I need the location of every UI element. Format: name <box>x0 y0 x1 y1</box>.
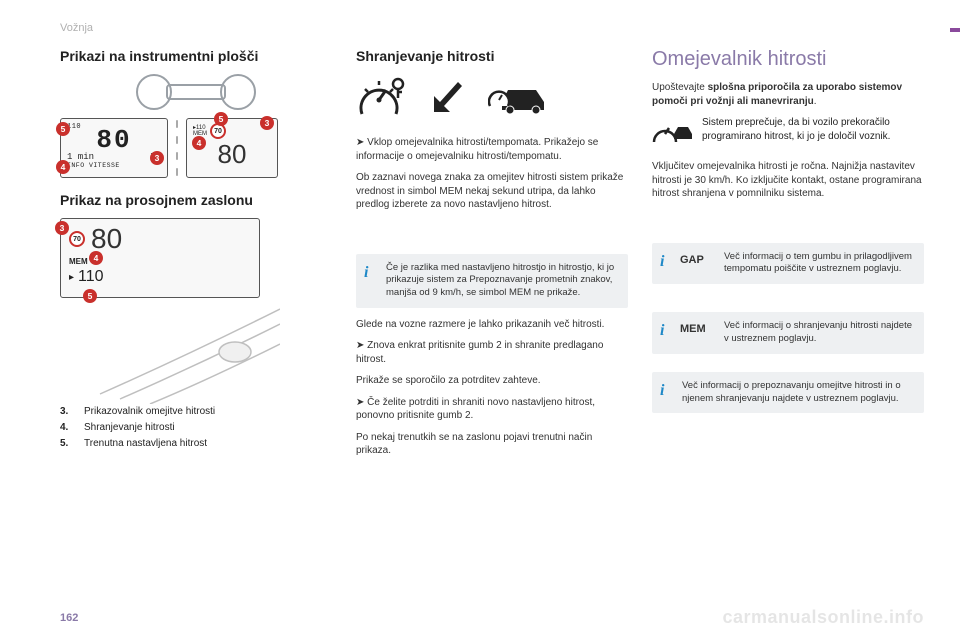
col2-p1: ➤ Vklop omejevalnika hitrosti/tempomata.… <box>356 136 628 163</box>
callout-5: 5 <box>56 122 70 136</box>
callout-5b: 5 <box>214 112 228 126</box>
col-1: Prikazi na instrumentni plošči 110 80 1 … <box>60 48 332 466</box>
info-box-mem-diff: i Če je razlika med nastavljeno hitrostj… <box>356 254 628 308</box>
legend: 3. Prikazovalnik omejitve hitrosti 4. Sh… <box>60 404 332 452</box>
legend-row-4: 4. Shranjevanje hitrosti <box>60 420 332 436</box>
col-3: Omejevalnik hitrosti Upoštevajte splošna… <box>652 48 924 466</box>
legend-row-3: 3. Prikazovalnik omejitve hitrosti <box>60 404 332 420</box>
car-speedometer-icon <box>488 76 550 120</box>
info-icon: i <box>364 262 368 284</box>
lcd-separator <box>176 118 178 178</box>
hud-panel: 70 80 MEM ▸ 110 3 4 5 <box>60 218 260 298</box>
hud-callout-4: 4 <box>89 251 103 265</box>
col1-heading-1: Prikazi na instrumentni plošči <box>60 48 332 64</box>
speedometer-key-icon <box>356 74 408 122</box>
icons-row <box>356 74 628 122</box>
legend-num: 4. <box>60 420 74 436</box>
legend-num: 3. <box>60 404 74 420</box>
info-box-gap: i GAP Več informacij o tem gumbu in pril… <box>652 243 924 285</box>
lcd-left-panel: 110 80 1 min 70 INFO VITESSE <box>60 118 168 178</box>
hud-mem: MEM <box>69 257 88 266</box>
arrow-down-icon <box>430 78 466 118</box>
cluster-silhouette-figure <box>60 74 332 112</box>
legend-num: 5. <box>60 436 74 452</box>
mem-text: Več informacij o shranjevanju hitrosti n… <box>724 320 912 344</box>
info-box-recognition: i Več informacij o prepoznavanju omejitv… <box>652 372 924 414</box>
col2-p3: Glede na vozne razmere je lahko prikazan… <box>356 318 628 332</box>
legend-text: Prikazovalnik omejitve hitrosti <box>84 404 215 420</box>
car-limit-icon <box>652 116 692 150</box>
col1-heading-2: Prikaz na prosojnem zaslonu <box>60 192 332 208</box>
legend-text: Trenutna nastavljena hitrost <box>84 436 207 452</box>
callout-3b: 3 <box>260 116 274 130</box>
columns: Prikazi na instrumentni plošči 110 80 1 … <box>60 48 924 466</box>
prevent-text: Sistem preprečuje, da bi vozilo prekorač… <box>702 116 924 143</box>
col3-heading: Omejevalnik hitrosti <box>652 48 924 71</box>
info-box-mem: i MEM Več informacij o shranjevanju hitr… <box>652 312 924 354</box>
info-text: Če je razlika med nastavljeno hitrostjo … <box>386 262 614 299</box>
callout-4: 4 <box>56 160 70 174</box>
hud-sign-icon: 70 <box>69 231 85 247</box>
lcd-left-big: 80 <box>67 129 161 152</box>
breadcrumb: Vožnja <box>60 22 924 34</box>
info-icon: i <box>660 251 664 273</box>
col2-p7: Po nekaj trenutkih se na zaslonu pojavi … <box>356 431 628 458</box>
info-icon: i <box>660 380 664 402</box>
watermark: carmanualsonline.info <box>722 607 924 628</box>
col3-p1: Upoštevajte splošna priporočila za upora… <box>652 81 924 108</box>
mem-tag: MEM <box>680 322 706 337</box>
lcd-left-mid-l: 1 min <box>67 152 94 162</box>
legend-text: Shranjevanje hitrosti <box>84 420 175 436</box>
col2-p4: ➤ Znova enkrat pritisnite gumb 2 in shra… <box>356 339 628 366</box>
page-accent <box>950 28 960 32</box>
lcd-left-bottom: INFO VITESSE <box>67 162 161 169</box>
callout-4b: 4 <box>192 136 206 150</box>
prevent-row: Sistem preprečuje, da bi vozilo prekorač… <box>652 116 924 150</box>
hud-callout-5: 5 <box>83 289 97 303</box>
col-2: Shranjevanje hitrosti <box>356 48 628 466</box>
gap-tag: GAP <box>680 253 704 268</box>
info3-text: Več informacij o prepoznavanju omejitve … <box>682 380 901 404</box>
legend-row-5: 5. Trenutna nastavljena hitrost <box>60 436 332 452</box>
page-number: 162 <box>60 612 78 624</box>
col2-heading: Shranjevanje hitrosti <box>356 48 628 64</box>
gap-text: Več informacij o tem gumbu in prilagodlj… <box>724 251 912 275</box>
hud-callout-3: 3 <box>55 221 69 235</box>
col2-p6: ➤ Če želite potrditi in shraniti novo na… <box>356 396 628 423</box>
hud-speed: 110 <box>78 268 104 286</box>
col2-p2: Ob zaznavi novega znaka za omejitev hitr… <box>356 171 628 212</box>
callout-3: 3 <box>150 151 164 165</box>
col3-p2: Vključitev omejevalnika hitrosti je ročn… <box>652 160 924 201</box>
steering-wheel-figure <box>60 304 332 404</box>
info-icon: i <box>660 320 664 342</box>
col2-p5: Prikaže se sporočilo za potrditev zahtev… <box>356 374 628 388</box>
dual-lcd-figure: 110 80 1 min 70 INFO VITESSE ▸110MEM 70 … <box>60 118 332 178</box>
